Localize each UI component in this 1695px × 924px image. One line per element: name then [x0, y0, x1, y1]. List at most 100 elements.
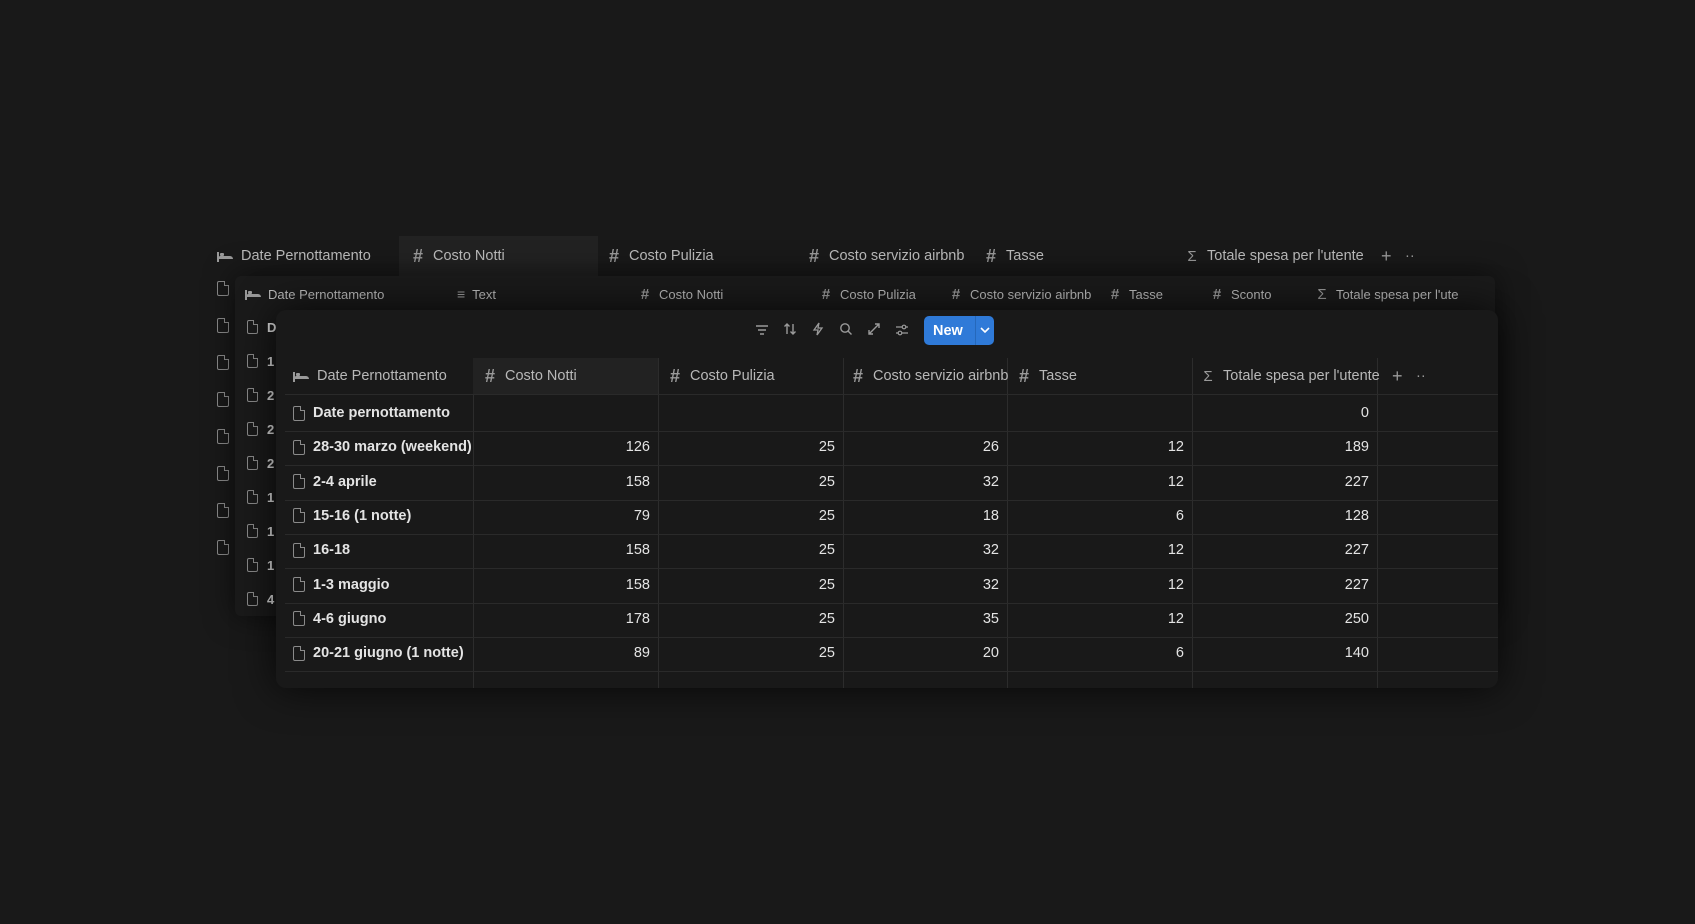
cell-notti[interactable]: 158	[625, 576, 650, 593]
cell-totale[interactable]: 140	[1344, 645, 1369, 662]
row-title-cell[interactable]: 15-16 (1 notte)	[293, 498, 411, 534]
cell-tasse[interactable]: 12	[1167, 473, 1184, 490]
expand-icon[interactable]	[864, 321, 884, 341]
cell-servizio[interactable]: 32	[982, 473, 999, 490]
row-title: 15-16 (1 notte)	[313, 507, 412, 524]
number-icon: #	[1110, 285, 1120, 303]
row-title-cell[interactable]: 20-21 giugno (1 notte)	[293, 635, 464, 671]
cell-tasse[interactable]: 12	[1167, 542, 1184, 559]
mid-col-costo-pulizia[interactable]: # Costo Pulizia	[819, 276, 916, 312]
cell-tasse[interactable]: 12	[1167, 610, 1184, 627]
cell-notti[interactable]: 158	[625, 473, 650, 490]
row-title: 16-18	[313, 542, 351, 559]
back-col-costo-pulizia[interactable]: # Costo Pulizia	[607, 236, 714, 276]
cell-notti[interactable]	[473, 395, 650, 431]
cell-totale[interactable]: 250	[1344, 610, 1369, 627]
cell-tasse[interactable]: 12	[1167, 576, 1184, 593]
settings-icon[interactable]	[892, 321, 912, 341]
more-button[interactable]: ··	[1416, 358, 1426, 394]
col-header-totale[interactable]: Σ Totale spesa per l'utente	[1201, 358, 1379, 394]
row-title-cell[interactable]: 28-30 marzo (weekend)	[293, 429, 472, 465]
row-title-cell[interactable]: 2-4 aprile	[293, 464, 377, 500]
page-icon	[293, 405, 305, 421]
automation-icon[interactable]	[808, 321, 828, 341]
back-col-costo-servizio[interactable]: # Costo servizio airbnb	[807, 236, 964, 276]
cell-notti[interactable]: 126	[625, 439, 650, 456]
col-header-date[interactable]: Date Pernottamento	[293, 358, 447, 394]
row-title-cell[interactable]: 4-6 giugno	[293, 601, 386, 637]
page-icon	[217, 355, 229, 370]
search-icon[interactable]	[836, 321, 856, 341]
col-header-tasse[interactable]: # Tasse	[1017, 358, 1077, 394]
sort-icon[interactable]	[780, 321, 800, 341]
row-title-cell[interactable]: 16-18	[293, 532, 350, 568]
filter-icon[interactable]	[752, 321, 772, 341]
cell-notti[interactable]: 158	[625, 542, 650, 559]
table-row[interactable]: Date pernottamento 0	[285, 395, 1498, 432]
cell-servizio[interactable]: 18	[982, 507, 999, 524]
table-row[interactable]: 1-3 maggio 158 25 32 12 227	[285, 567, 1498, 604]
col-header-costo-servizio[interactable]: # Costo servizio airbnb	[851, 358, 1008, 394]
cell-tasse[interactable]	[1007, 395, 1184, 431]
column-divider	[1377, 358, 1378, 688]
cell-servizio[interactable]: 32	[982, 576, 999, 593]
cell-servizio[interactable]: 20	[982, 645, 999, 662]
back-col-totale[interactable]: Σ Totale spesa per l'utente	[1185, 236, 1363, 276]
table-row[interactable]: 20-21 giugno (1 notte) 89 25 20 6 140	[285, 635, 1498, 673]
chevron-down-icon[interactable]	[976, 325, 994, 337]
cell-notti[interactable]: 89	[633, 645, 650, 662]
new-button[interactable]: New	[924, 316, 994, 345]
cell-tasse[interactable]: 6	[1175, 645, 1184, 662]
cell-servizio[interactable]	[843, 395, 999, 431]
back-col-date[interactable]: Date Pernottamento	[217, 236, 371, 276]
cell-pulizia[interactable]: 25	[818, 645, 835, 662]
mid-col-costo-notti[interactable]: # Costo Notti	[638, 276, 723, 312]
back-col-tasse[interactable]: # Tasse	[984, 236, 1044, 276]
mid-col-date[interactable]: Date Pernottamento	[245, 276, 384, 312]
cell-servizio[interactable]: 26	[982, 439, 999, 456]
row-title-cell[interactable]: Date pernottamento	[293, 395, 450, 431]
mid-col-text[interactable]: ≡ Text	[457, 276, 496, 312]
bed-icon	[245, 288, 261, 300]
cell-notti[interactable]: 178	[625, 610, 650, 627]
cell-totale[interactable]: 227	[1344, 576, 1369, 593]
cell-pulizia[interactable]: 25	[818, 542, 835, 559]
table-row[interactable]: 2-4 aprile 158 25 32 12 227	[285, 464, 1498, 501]
cell-totale[interactable]: 227	[1344, 473, 1369, 490]
cell-totale[interactable]: 0	[1360, 405, 1369, 421]
cell-pulizia[interactable]	[658, 395, 835, 431]
cell-totale[interactable]: 189	[1344, 439, 1369, 456]
col-header-costo-notti[interactable]: # Costo Notti	[473, 358, 658, 394]
page-icon	[293, 508, 305, 524]
col-header-costo-pulizia[interactable]: # Costo Pulizia	[668, 358, 775, 394]
cell-pulizia[interactable]: 25	[818, 439, 835, 456]
back-add-column-button[interactable]: +	[1381, 236, 1392, 276]
cell-pulizia[interactable]: 25	[818, 507, 835, 524]
col-header-label: Costo Notti	[505, 368, 577, 384]
cell-totale[interactable]: 227	[1344, 542, 1369, 559]
table-row[interactable]: 4-6 giugno 178 25 35 12 250	[285, 601, 1498, 638]
cell-pulizia[interactable]: 25	[818, 576, 835, 593]
cell-totale[interactable]: 128	[1344, 507, 1369, 524]
row-title-cell[interactable]: 1-3 maggio	[293, 567, 390, 603]
cell-tasse[interactable]: 6	[1175, 507, 1184, 524]
add-column-button[interactable]: +	[1392, 358, 1403, 394]
cell-pulizia[interactable]: 25	[818, 473, 835, 490]
back-more-button[interactable]: ··	[1405, 236, 1415, 276]
mid-col-tasse[interactable]: # Tasse	[1108, 276, 1163, 312]
table-row[interactable]: 15-16 (1 notte) 79 25 18 6 128	[285, 498, 1498, 535]
mid-col-totale[interactable]: Σ Totale spesa per l'ute	[1315, 276, 1460, 312]
back-col-costo-notti[interactable]: # Costo Notti	[399, 236, 598, 276]
view-toolbar: New	[276, 310, 1498, 350]
page-icon	[247, 388, 258, 402]
column-divider	[1192, 358, 1193, 688]
table-row[interactable]: 16-18 158 25 32 12 227	[285, 532, 1498, 570]
mid-col-costo-servizio[interactable]: # Costo servizio airbnb	[949, 276, 1092, 312]
cell-notti[interactable]: 79	[633, 507, 650, 524]
table-row[interactable]: 28-30 marzo (weekend) 126 25 26 12 189	[285, 429, 1498, 467]
cell-servizio[interactable]: 32	[982, 542, 999, 559]
cell-pulizia[interactable]: 25	[818, 610, 835, 627]
cell-servizio[interactable]: 35	[982, 610, 999, 627]
mid-col-sconto[interactable]: # Sconto	[1210, 276, 1272, 312]
cell-tasse[interactable]: 12	[1167, 439, 1184, 456]
